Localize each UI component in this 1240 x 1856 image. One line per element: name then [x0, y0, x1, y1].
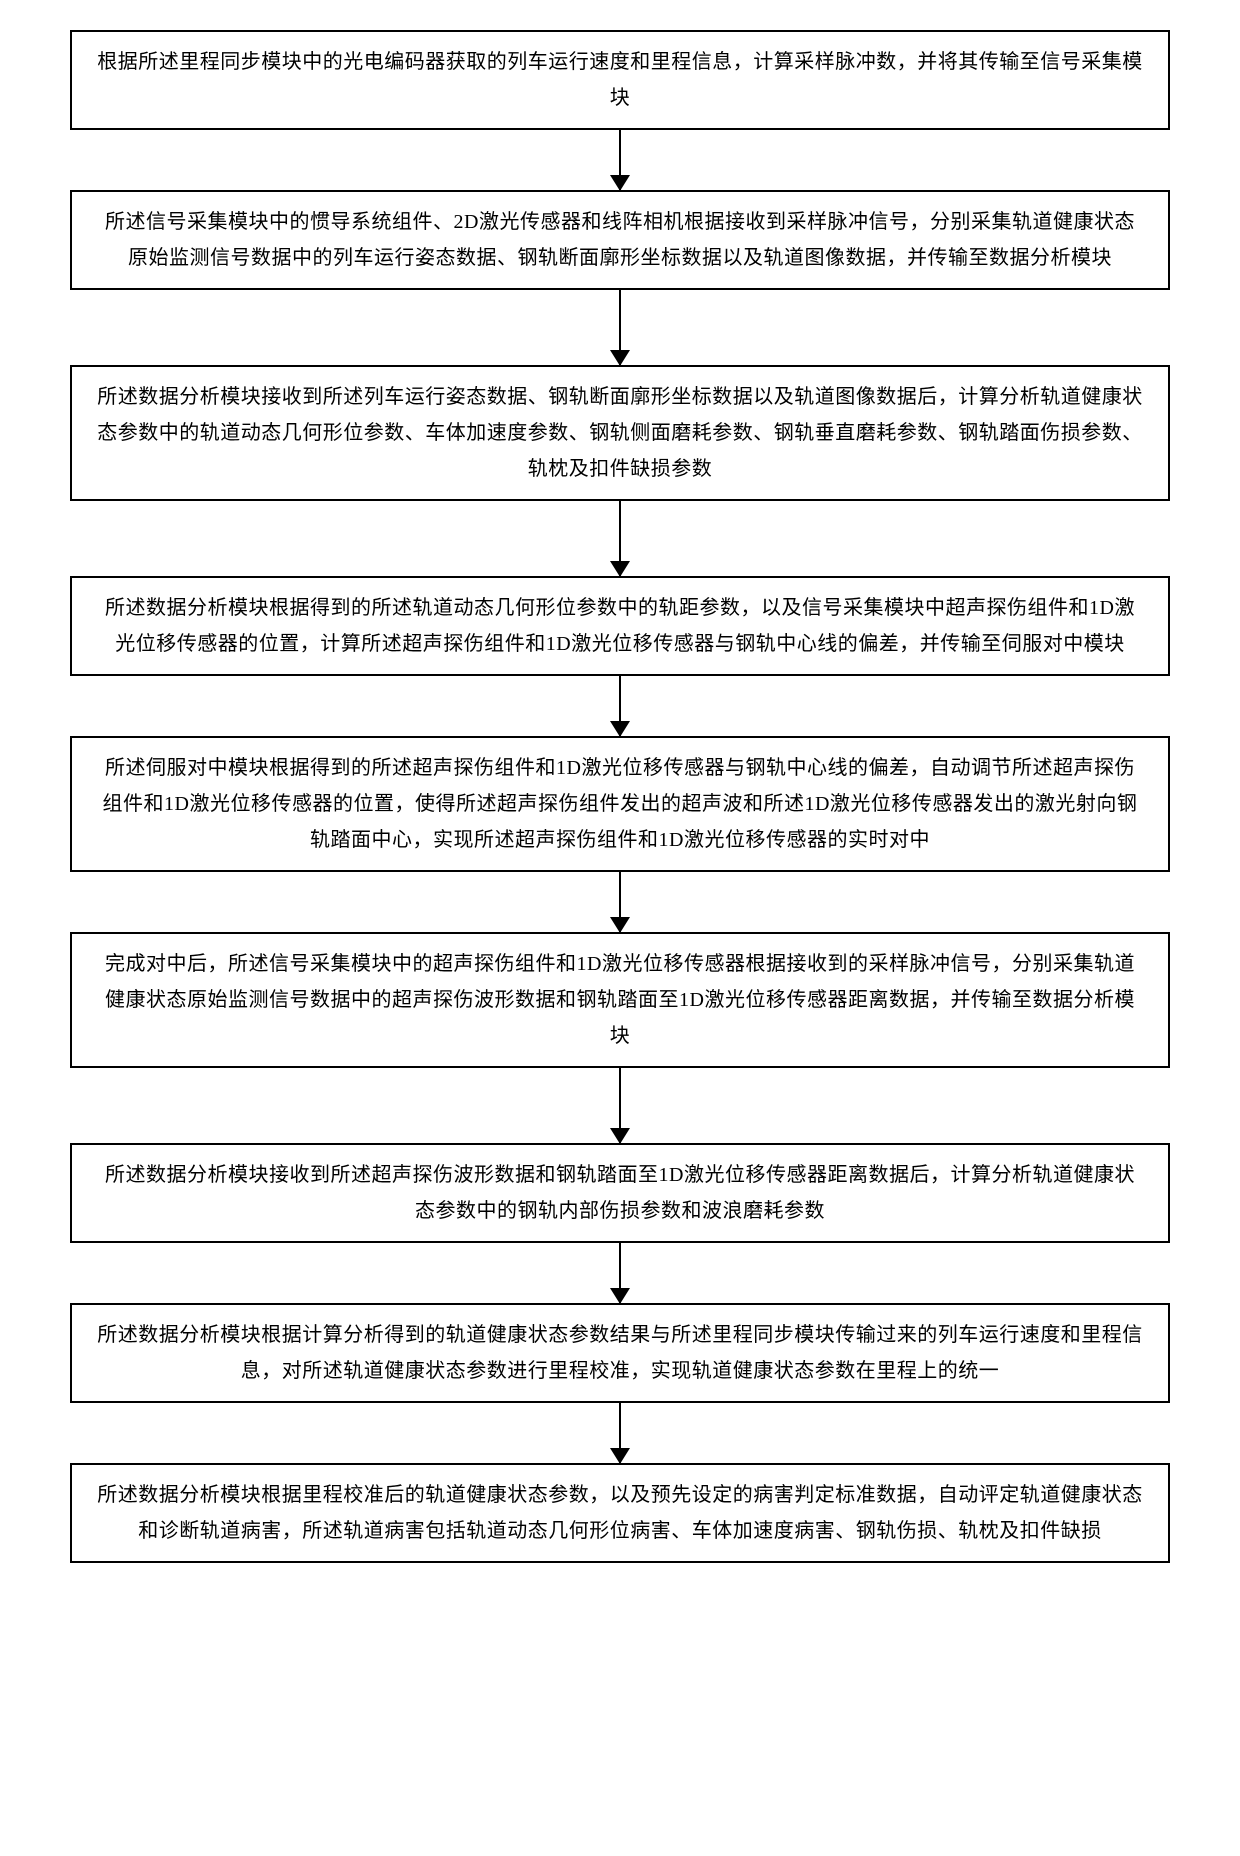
flow-arrow [619, 1068, 621, 1143]
step-text: 所述信号采集模块中的惯导系统组件、2D激光传感器和线阵相机根据接收到采样脉冲信号… [105, 211, 1135, 269]
flow-arrow [619, 1403, 621, 1463]
step-text: 所述数据分析模块根据计算分析得到的轨道健康状态参数结果与所述里程同步模块传输过来… [97, 1324, 1143, 1382]
flow-step-7: 所述数据分析模块接收到所述超声探伤波形数据和钢轨踏面至1D激光位移传感器距离数据… [70, 1143, 1170, 1243]
flow-step-5: 所述伺服对中模块根据得到的所述超声探伤组件和1D激光位移传感器与钢轨中心线的偏差… [70, 736, 1170, 872]
flow-arrow [619, 290, 621, 365]
step-text: 根据所述里程同步模块中的光电编码器获取的列车运行速度和里程信息，计算采样脉冲数，… [97, 51, 1143, 109]
flow-step-6: 完成对中后，所述信号采集模块中的超声探伤组件和1D激光位移传感器根据接收到的采样… [70, 932, 1170, 1068]
flow-step-2: 所述信号采集模块中的惯导系统组件、2D激光传感器和线阵相机根据接收到采样脉冲信号… [70, 190, 1170, 290]
flow-step-1: 根据所述里程同步模块中的光电编码器获取的列车运行速度和里程信息，计算采样脉冲数，… [70, 30, 1170, 130]
flow-step-8: 所述数据分析模块根据计算分析得到的轨道健康状态参数结果与所述里程同步模块传输过来… [70, 1303, 1170, 1403]
step-text: 所述数据分析模块根据得到的所述轨道动态几何形位参数中的轨距参数，以及信号采集模块… [105, 597, 1135, 655]
flow-arrow [619, 1243, 621, 1303]
step-text: 完成对中后，所述信号采集模块中的超声探伤组件和1D激光位移传感器根据接收到的采样… [105, 953, 1135, 1047]
flow-arrow [619, 872, 621, 932]
flow-arrow [619, 130, 621, 190]
step-text: 所述数据分析模块接收到所述超声探伤波形数据和钢轨踏面至1D激光位移传感器距离数据… [105, 1164, 1135, 1222]
flow-arrow [619, 676, 621, 736]
step-text: 所述数据分析模块接收到所述列车运行姿态数据、钢轨断面廓形坐标数据以及轨道图像数据… [97, 386, 1143, 480]
flow-step-4: 所述数据分析模块根据得到的所述轨道动态几何形位参数中的轨距参数，以及信号采集模块… [70, 576, 1170, 676]
flow-step-9: 所述数据分析模块根据里程校准后的轨道健康状态参数，以及预先设定的病害判定标准数据… [70, 1463, 1170, 1563]
flow-arrow [619, 501, 621, 576]
step-text: 所述数据分析模块根据里程校准后的轨道健康状态参数，以及预先设定的病害判定标准数据… [97, 1484, 1143, 1542]
step-text: 所述伺服对中模块根据得到的所述超声探伤组件和1D激光位移传感器与钢轨中心线的偏差… [103, 757, 1138, 851]
flow-step-3: 所述数据分析模块接收到所述列车运行姿态数据、钢轨断面廓形坐标数据以及轨道图像数据… [70, 365, 1170, 501]
